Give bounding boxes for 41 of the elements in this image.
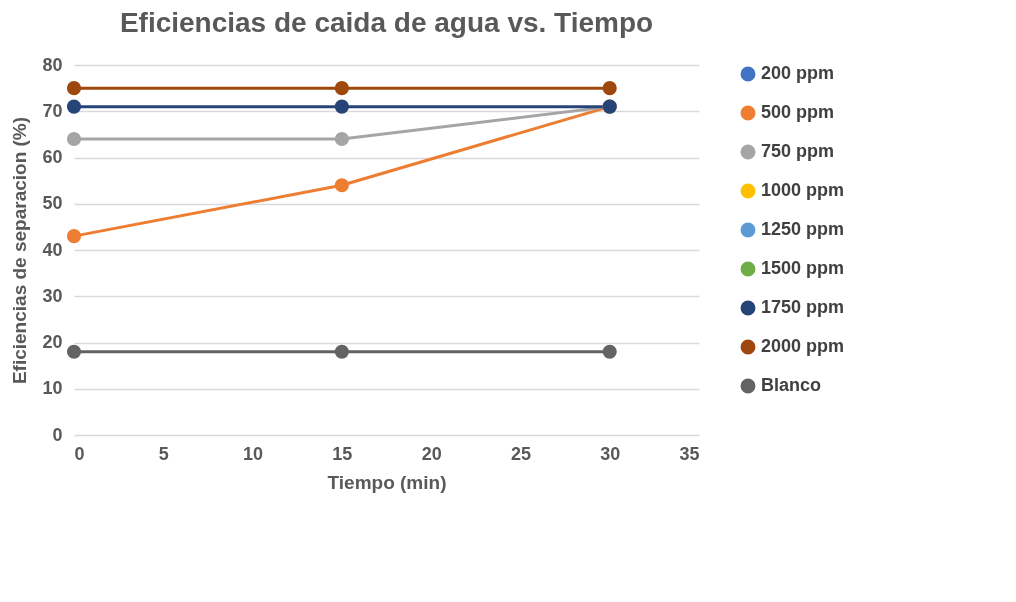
point <box>602 81 617 96</box>
point <box>334 131 349 147</box>
y-axis-title: Eficiencias de separacion (%) <box>9 116 31 385</box>
point <box>334 344 349 359</box>
x-tick-label: 35 <box>679 443 700 464</box>
y-tick-label: 70 <box>42 100 63 121</box>
point <box>334 81 349 96</box>
x-axis-title: Tiempo (min) <box>327 471 447 493</box>
x-tick-label: 25 <box>510 443 531 464</box>
legend-label: 500 ppm <box>761 102 835 122</box>
legend-label: Blanco <box>761 375 822 395</box>
y-tick-label: 0 <box>52 424 63 445</box>
point <box>602 344 617 359</box>
y-tick-label: 40 <box>42 239 63 260</box>
point <box>66 229 82 244</box>
y-tick-label: 80 <box>42 54 63 75</box>
y-tick-label: 10 <box>42 378 63 399</box>
x-tick-label: 30 <box>600 443 621 464</box>
point <box>334 99 349 114</box>
chart-title: Eficiencias de caida de agua vs. Tiempo <box>119 7 654 38</box>
legend-label: 1500 ppm <box>761 258 845 278</box>
point <box>66 99 82 114</box>
y-tick-label: 20 <box>42 332 63 352</box>
legend-label: 1250 ppm <box>761 219 845 239</box>
point <box>66 131 82 147</box>
legend-label: 1750 ppm <box>761 297 845 317</box>
legend-label: 1000 ppm <box>761 180 845 200</box>
x-tick-label: 0 <box>74 443 85 464</box>
point <box>66 344 82 359</box>
y-tick-label: 30 <box>42 285 63 306</box>
point <box>334 178 349 193</box>
x-tick-label: 20 <box>421 443 442 464</box>
legend-label: 2000 ppm <box>761 336 845 356</box>
x-tick-label: 15 <box>332 443 353 464</box>
point <box>66 81 82 96</box>
y-tick-label: 60 <box>42 147 63 167</box>
y-tick-label: 50 <box>42 193 63 214</box>
legend-label: 200 ppm <box>761 63 835 83</box>
legend-label: 750 ppm <box>761 141 835 161</box>
x-tick-label: 5 <box>158 443 169 464</box>
x-tick-label: 10 <box>243 443 264 464</box>
